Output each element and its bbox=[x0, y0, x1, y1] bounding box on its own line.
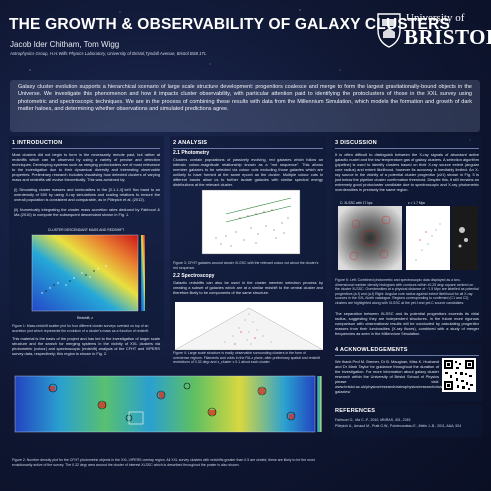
figure-2-plot bbox=[14, 375, 322, 433]
abstract-box: Galaxy cluster evolution supports a hier… bbox=[10, 80, 480, 132]
logo-university-text: University of bbox=[406, 12, 465, 24]
figure-1-mass-redshift: CLUSTER DESCENDANT MASS AND REDSHIFT bbox=[22, 228, 150, 323]
introduction-item-i: (i) Simulating cluster masses and lumino… bbox=[14, 187, 160, 202]
figure-1-title: CLUSTER DESCENDANT MASS AND REDSHIFT bbox=[47, 228, 125, 232]
figure-3-colour-magnitude bbox=[196, 188, 304, 260]
photometry-paragraph: Clusters contain populations of passivel… bbox=[173, 157, 323, 187]
svg-text:Redshift, z: Redshift, z bbox=[77, 316, 93, 320]
poster-header: THE GROWTH & OBSERVABILITY OF GALAXY CLU… bbox=[0, 0, 491, 80]
figure-2-number-density bbox=[9, 372, 325, 452]
discussion-rule bbox=[335, 148, 479, 149]
reference-1: Fakhouri O., Ma C.-P., 2010, MNRAS, 401,… bbox=[335, 418, 411, 422]
reference-2: Pillepich A., Arnaud M., Pratt G.W., Poi… bbox=[335, 424, 462, 428]
figure-5-caption: Figure 5: Left: Combined photometric and… bbox=[335, 278, 479, 305]
figure-4-large-scale-structure bbox=[175, 302, 323, 350]
introduction-paragraph-2: This material is the basis of the projec… bbox=[12, 336, 160, 356]
introduction-paragraph-1: Most clusters did not begin to form in t… bbox=[12, 152, 160, 182]
acknowledgements-rule bbox=[335, 355, 479, 356]
figure-3-plot bbox=[201, 189, 301, 255]
affiliation: Astrophysics Group, H.H.Wills Physics La… bbox=[10, 51, 207, 56]
figure-1-plot: Redshift, z bbox=[31, 234, 145, 320]
introduction-rule bbox=[12, 148, 160, 149]
university-crest-icon bbox=[377, 13, 401, 48]
acknowledgements-heading: 4 ACKNOWLEDGEMENTS bbox=[335, 347, 408, 353]
figure-4-plot bbox=[175, 302, 323, 350]
logo-bristol-text: BRISTOL bbox=[404, 25, 491, 49]
introduction-heading: 1 INTRODUCTION bbox=[12, 140, 63, 146]
references-heading: REFERENCES bbox=[335, 408, 376, 414]
figure-4-caption: Figure 4: Large scale structure is easil… bbox=[173, 351, 321, 364]
discussion-paragraph-1: It is often difficult to distinguish bet… bbox=[335, 152, 479, 192]
university-logo: University of BRISTOL bbox=[376, 8, 491, 60]
authors: Jacob Ider Chitham, Tom Wigg bbox=[10, 40, 120, 49]
figure-5: C: XLSSC with 17 kpc z > 1.7 Mpc bbox=[336, 200, 479, 276]
discussion-heading: 3 DISCUSSION bbox=[335, 140, 377, 146]
abstract-text: Galaxy cluster evolution supports a hier… bbox=[18, 84, 472, 112]
analysis-rule bbox=[173, 148, 323, 149]
spectroscopy-heading: 2.2 Spectroscopy bbox=[173, 273, 215, 279]
figure-5-panel-a-label: C: XLSSC with 17 kpc bbox=[340, 201, 373, 205]
figure-2-caption: Figure 2: Number density plot for the CF… bbox=[12, 458, 315, 467]
acknowledgements-text: We thank Prof M. Bremer, Dr B. Maughan, … bbox=[335, 359, 451, 394]
photometry-heading: 2.1 Photometry bbox=[173, 150, 210, 156]
spectroscopy-paragraph: Galactic redshifts can also be used in t… bbox=[173, 280, 323, 295]
figure-3-caption: Figure 3: CFHT galaxies around cluster X… bbox=[173, 261, 319, 270]
qr-code-icon[interactable] bbox=[442, 358, 476, 392]
analysis-heading: 2 ANALYSIS bbox=[173, 140, 208, 146]
figure-5-panel-b-label: z > 1.7 Mpc bbox=[408, 201, 425, 205]
poster-title: THE GROWTH & OBSERVABILITY OF GALAXY CLU… bbox=[9, 16, 451, 33]
figure-1-caption: Figure 1: Mass-redshift scatter plot for… bbox=[12, 324, 150, 333]
figure-5-plots: C: XLSSC with 17 kpc z > 1.7 Mpc bbox=[338, 201, 478, 270]
discussion-paragraph-2: The separation between XLSSC and its pot… bbox=[335, 311, 479, 336]
references-panel bbox=[332, 405, 482, 437]
introduction-item-ii: (ii) Numerically integrating the cluster… bbox=[14, 207, 160, 217]
